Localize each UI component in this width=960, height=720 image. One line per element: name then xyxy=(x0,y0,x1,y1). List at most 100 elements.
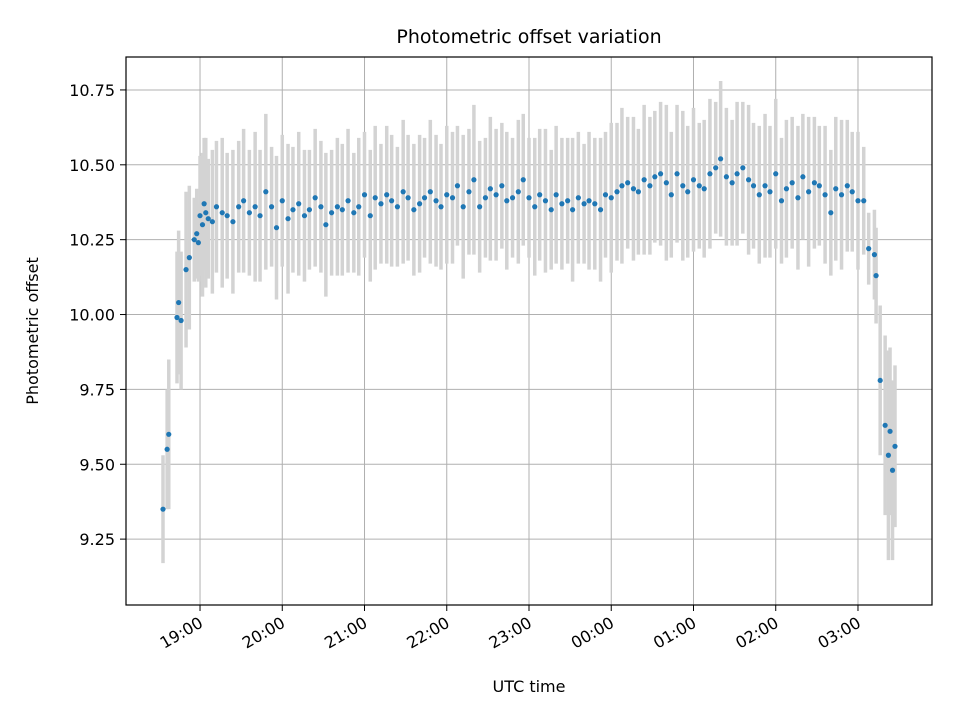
data-point xyxy=(630,186,637,192)
data-point xyxy=(680,183,686,189)
data-point xyxy=(849,189,855,195)
data-point xyxy=(619,183,625,189)
data-point xyxy=(885,452,892,458)
data-point xyxy=(166,431,172,437)
data-point xyxy=(509,195,516,201)
data-point xyxy=(164,446,170,452)
data-point xyxy=(745,177,752,183)
y-tick-label: 9.75 xyxy=(79,380,115,399)
data-point xyxy=(199,222,206,228)
data-point xyxy=(203,210,209,216)
data-point xyxy=(411,207,417,213)
data-point xyxy=(191,237,197,243)
data-point xyxy=(201,201,207,207)
data-point xyxy=(795,195,801,201)
data-point xyxy=(723,174,729,180)
data-point xyxy=(597,207,604,213)
data-point xyxy=(882,422,888,428)
data-point xyxy=(816,183,822,189)
data-point xyxy=(569,207,576,213)
y-tick-label: 10.00 xyxy=(69,306,115,325)
data-point xyxy=(477,204,483,210)
data-point xyxy=(345,198,351,204)
data-point xyxy=(685,189,691,195)
data-point xyxy=(515,189,521,195)
data-point xyxy=(663,180,669,186)
data-point xyxy=(652,174,658,180)
data-point xyxy=(592,201,598,207)
data-point xyxy=(657,171,664,177)
data-point xyxy=(323,222,329,228)
y-tick-label: 10.25 xyxy=(69,231,115,250)
data-point xyxy=(822,192,828,198)
data-points xyxy=(160,156,898,512)
data-point xyxy=(499,183,505,189)
data-point xyxy=(367,213,373,219)
data-point xyxy=(296,201,302,207)
data-point xyxy=(438,204,444,210)
data-point xyxy=(290,207,296,213)
data-point xyxy=(194,231,200,237)
data-point xyxy=(668,192,674,198)
data-point xyxy=(301,213,308,219)
data-point xyxy=(205,216,211,222)
data-point xyxy=(762,183,768,189)
data-point xyxy=(400,189,406,195)
data-point xyxy=(394,204,401,210)
y-tick-label: 9.25 xyxy=(79,530,115,549)
data-point xyxy=(608,195,614,201)
data-point xyxy=(241,198,247,204)
data-point xyxy=(696,183,702,189)
data-point xyxy=(195,240,201,246)
data-point xyxy=(263,189,269,195)
data-point xyxy=(466,189,472,195)
data-point xyxy=(887,428,893,434)
data-point xyxy=(873,273,879,279)
data-point xyxy=(767,189,773,195)
data-point xyxy=(197,213,203,219)
y-tick-label: 9.50 xyxy=(79,455,115,474)
data-point xyxy=(186,255,192,261)
data-point xyxy=(701,186,707,192)
data-point xyxy=(537,192,543,198)
data-point xyxy=(625,180,631,186)
data-point xyxy=(454,183,461,189)
data-point xyxy=(427,189,433,195)
data-point xyxy=(647,183,653,189)
data-point xyxy=(213,204,220,210)
data-point xyxy=(246,210,252,216)
data-point xyxy=(334,204,340,210)
data-point xyxy=(871,252,878,258)
data-point xyxy=(828,210,834,216)
data-point xyxy=(312,195,318,201)
data-point xyxy=(756,192,762,198)
data-point xyxy=(750,183,757,189)
data-point xyxy=(559,201,565,207)
data-point xyxy=(178,317,184,324)
y-axis-title: Photometric offset xyxy=(23,257,42,405)
data-point xyxy=(421,195,428,201)
data-point xyxy=(833,186,839,192)
data-point xyxy=(734,171,740,177)
data-point xyxy=(789,180,795,186)
data-point xyxy=(674,171,680,177)
data-point xyxy=(581,201,587,207)
data-point xyxy=(844,183,850,189)
data-point xyxy=(889,467,896,473)
data-point xyxy=(877,377,883,384)
chart-title: Photometric offset variation xyxy=(396,26,661,48)
data-point xyxy=(389,198,395,204)
data-point xyxy=(602,192,609,198)
data-point xyxy=(236,204,242,210)
data-point xyxy=(417,201,423,207)
data-point xyxy=(268,204,275,210)
data-point xyxy=(838,192,845,198)
data-point xyxy=(482,195,489,201)
data-point xyxy=(230,219,236,225)
data-point xyxy=(257,213,263,219)
data-point xyxy=(176,299,182,306)
data-point xyxy=(487,186,493,192)
data-point xyxy=(493,192,499,198)
data-point xyxy=(329,210,335,216)
